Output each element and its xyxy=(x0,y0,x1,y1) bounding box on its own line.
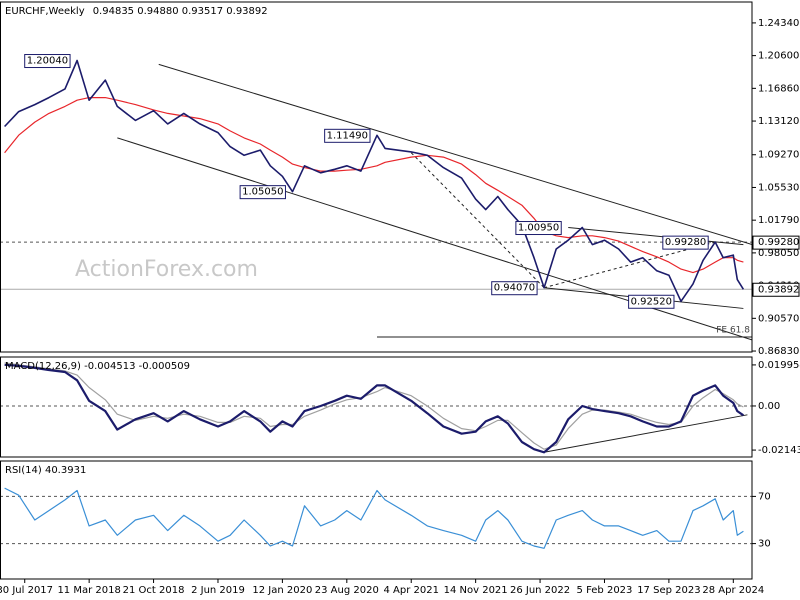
x-tick-label: 28 Apr 2024 xyxy=(702,585,764,596)
panel-title: MACD(12,26,9) -0.004513 -0.000509 xyxy=(5,361,190,372)
trend-line xyxy=(158,63,752,246)
trend-line xyxy=(543,414,748,453)
annotation-label: 1.05050 xyxy=(242,187,283,198)
x-tick-label: 23 Aug 2020 xyxy=(315,585,379,596)
trend-label: FE 61.8 xyxy=(716,325,750,335)
annotation-label: 0.94070 xyxy=(494,283,535,294)
annotation-box xyxy=(324,128,371,143)
y-tick-label: 0.90570 xyxy=(758,313,799,324)
y-tick-label: 1.09270 xyxy=(758,150,799,161)
annotation-label: 0.92520 xyxy=(631,296,672,307)
y-tick-label: 0.019954 xyxy=(758,360,800,371)
y-tick-label: 1.05530 xyxy=(758,182,799,193)
y-tick-label: 0.00 xyxy=(758,401,780,412)
series-line xyxy=(4,363,745,454)
annotation-label: 1.00950 xyxy=(518,223,559,234)
annotation-label: 1.20040 xyxy=(27,56,68,67)
level-box xyxy=(752,282,800,297)
level-label: 0.99280 xyxy=(758,237,799,248)
y-tick-label: 1.20600 xyxy=(758,51,799,62)
annotation-box xyxy=(24,54,71,69)
series-line xyxy=(4,362,744,450)
y-tick-label: 1.16860 xyxy=(758,83,799,94)
y-tick-label: 70 xyxy=(758,491,771,502)
panel-title: EURCHF,Weekly xyxy=(5,6,85,17)
panel-plot xyxy=(0,362,752,454)
y-tick-label: 30 xyxy=(758,539,771,550)
panel-title: RSI(14) 40.3931 xyxy=(5,465,86,476)
annotation-label: 1.11490 xyxy=(327,130,368,141)
series-line xyxy=(4,96,744,274)
panel-subtitle: 0.94835 0.94880 0.93517 0.93892 xyxy=(93,6,268,17)
y-tick-label: 1.01790 xyxy=(758,215,799,226)
x-tick-label: 12 Jan 2020 xyxy=(252,585,312,596)
watermark: ActionForex.com xyxy=(75,257,258,282)
x-tick-label: 5 Feb 2023 xyxy=(577,585,633,596)
x-tick-label: 21 Oct 2018 xyxy=(123,585,185,596)
annotation-box xyxy=(491,281,538,296)
trend-line xyxy=(568,227,744,246)
panel-border xyxy=(0,1,753,353)
series-line xyxy=(4,487,744,549)
annotation-box xyxy=(662,235,709,250)
annotation-label: 0.99280 xyxy=(665,237,706,248)
y-tick-label: 1.24340 xyxy=(758,18,799,29)
annotation-box xyxy=(239,185,286,200)
series-line xyxy=(4,59,745,303)
x-tick-label: 11 Mar 2018 xyxy=(57,585,120,596)
x-tick-label: 4 Apr 2021 xyxy=(383,585,438,596)
x-tick-label: 17 Sep 2023 xyxy=(637,585,700,596)
annotation-box xyxy=(628,294,675,309)
level-box xyxy=(752,235,800,250)
x-tick-label: 14 Nov 2021 xyxy=(444,585,508,596)
panel-plot xyxy=(0,487,752,549)
x-tick-label: 26 Jun 2022 xyxy=(510,585,570,596)
level-label: 0.93892 xyxy=(758,284,799,295)
x-tick-label: 2 Jun 2019 xyxy=(191,585,245,596)
y-tick-label: -0.021434 xyxy=(758,445,800,456)
y-tick-label: 1.13120 xyxy=(758,116,799,127)
y-tick-label: 0.86830 xyxy=(758,346,799,357)
panel-border xyxy=(0,356,753,458)
x-tick-label: 30 Jul 2017 xyxy=(0,585,53,596)
annotation-box xyxy=(515,221,562,236)
y-tick-label: 0.98050 xyxy=(758,248,799,259)
trend-line xyxy=(410,152,545,289)
panel-border xyxy=(0,460,753,580)
